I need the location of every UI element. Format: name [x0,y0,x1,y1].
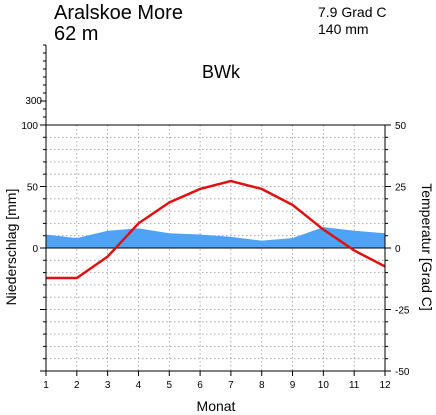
x-axis-tick-label: 1 [43,380,49,391]
climate-class: BWk [202,62,241,82]
upper-scale-ticks [40,44,46,126]
x-axis-tick-label: 7 [228,380,234,391]
x-axis-tick-label: 3 [105,380,111,391]
x-axis-tick-label: 9 [290,380,296,391]
x-axis-tick-label: 8 [259,380,265,391]
station-elevation: 62 m [54,23,98,45]
right-axis-tick-label: 25 [395,183,407,194]
x-axis-tick-label: 2 [74,380,80,391]
x-axis-label: Monat [197,398,236,414]
left-axis-tick-label: 0 [32,244,38,255]
station-name: Aralskoe More [54,2,183,24]
right-axis-tick-label: 0 [395,244,401,255]
x-axis-tick-label: 4 [136,380,142,391]
y-axis-label-right: Temperatur [Grad C] [419,183,435,311]
upper-scale-tick-label: 300 [25,96,42,107]
x-axis-tick-label: 6 [197,380,203,391]
right-axis-tick-label: 50 [395,121,407,132]
left-axis-tick-label: 100 [21,121,38,132]
annual-precipitation: 140 mm [318,21,369,37]
temperature-line [46,179,386,280]
x-axis-tick-label: 11 [349,380,360,391]
right-axis-tick-label: -25 [395,306,410,317]
left-axis-tick-label: 50 [27,183,39,194]
x-axis-tick-label: 10 [318,380,330,391]
annual-temperature: 7.9 Grad C [318,4,386,20]
right-axis-tick-label: -50 [395,367,410,378]
x-axis-tick-label: 12 [379,380,391,391]
y-axis-label-left: Niederschlag [mm] [3,189,19,306]
x-axis-tick-label: 5 [166,380,172,391]
